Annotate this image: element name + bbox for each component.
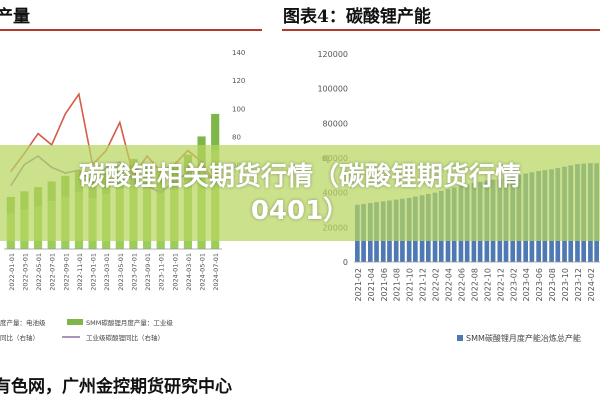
x-tick-label: 2022-04 — [445, 268, 454, 301]
overlay-headline: 碳酸锂相关期货行情（碳酸锂期货行情0401） — [78, 162, 521, 226]
legend-label-battery-yoy: 同比（右轴） — [0, 333, 39, 342]
legend-label-industrial-yoy: 工业级碳酸锂同比（右轴） — [86, 333, 164, 342]
x-tick-label: 2022-07-01 — [49, 253, 57, 291]
title-overlay-banner — [0, 145, 600, 241]
y-axis-tick: 100000 — [317, 85, 348, 94]
x-tick-label: 2021-04 — [367, 268, 376, 301]
right-chart-title: 图表4：碳酸锂产能 — [283, 7, 431, 27]
right-title-rule — [282, 29, 600, 31]
y-axis-tick: 120000 — [317, 50, 348, 59]
x-tick-label: 2024-01-01 — [171, 253, 179, 291]
legend-label-industrial: SMM碳酸锂月度产量：工业级 — [86, 318, 173, 327]
x-tick-label: 2022-08 — [470, 268, 479, 301]
x-tick-label: 2024-02 — [587, 268, 596, 301]
x-tick-label: 2024-07-01 — [212, 253, 220, 291]
legend-label-battery: 度产量：电池级 — [0, 318, 46, 327]
x-tick-label: 2022-01-01 — [8, 253, 16, 291]
legend-label-capacity: SMM碳酸锂月度产能冶炼总产能 — [466, 333, 581, 343]
y-axis-tick: 0 — [343, 258, 348, 267]
x-tick-label: 2023-10 — [561, 268, 570, 301]
x-tick-label: 2022-11-01 — [76, 253, 84, 291]
bar-industrial-grade — [211, 113, 220, 151]
x-tick-label: 2023-09-01 — [144, 253, 152, 291]
x-tick-label: 2021-08 — [393, 268, 402, 301]
x-tick-label: 2023-04 — [522, 268, 531, 301]
legend-swatch-industrial — [67, 319, 83, 325]
source-footer: 有色网，广州金控期货研究中心 — [0, 377, 232, 397]
right-axis-tick: 100 — [232, 105, 245, 113]
right-axis-tick: 140 — [232, 49, 245, 57]
x-tick-label: 2023-01-01 — [90, 253, 98, 291]
right-axis-tick: 120 — [232, 77, 245, 85]
x-tick-label: 2023-11-01 — [158, 253, 166, 291]
x-tick-label: 2022-12 — [496, 268, 505, 301]
legend-swatch-capacity — [457, 335, 463, 341]
x-tick-label: 2021-12 — [419, 268, 428, 301]
right-axis-tick: 80 — [232, 133, 241, 141]
x-tick-label: 2024-03-01 — [185, 253, 193, 291]
left-title-rule — [0, 29, 262, 31]
x-tick-label: 2022-09-01 — [62, 253, 70, 291]
left-chart-title: 产量 — [0, 7, 30, 27]
y-axis-tick: 80000 — [323, 119, 348, 128]
x-tick-label: 2022-10 — [483, 268, 492, 301]
x-tick-label: 2023-06 — [535, 268, 544, 301]
x-tick-label: 2022-05-01 — [35, 253, 43, 291]
x-tick-label: 2021-02 — [354, 268, 363, 301]
x-tick-label: 2021-10 — [406, 268, 415, 301]
x-tick-label: 2021-06 — [380, 268, 389, 301]
x-tick-label: 2023-05-01 — [117, 253, 125, 291]
x-tick-label: 2023-02 — [509, 268, 518, 301]
x-tick-label: 2022-03-01 — [21, 253, 29, 291]
x-tick-label: 2023-07-01 — [130, 253, 138, 291]
x-tick-label: 2023-08 — [548, 268, 557, 301]
x-tick-label: 2022-02 — [432, 268, 441, 301]
x-tick-label: 2022-06 — [457, 268, 466, 301]
x-tick-label: 2024-05-01 — [199, 253, 207, 291]
x-tick-label: 2023-12 — [574, 268, 583, 301]
x-tick-label: 2023-03-01 — [103, 253, 111, 291]
